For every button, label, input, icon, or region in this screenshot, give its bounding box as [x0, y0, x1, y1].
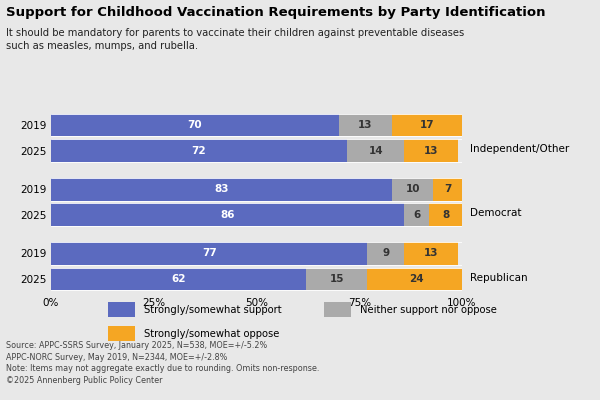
Text: 8: 8 [442, 210, 449, 220]
Bar [392, 114, 462, 136]
Bar [51, 139, 347, 162]
Bar [51, 242, 367, 265]
Text: 86: 86 [220, 210, 235, 220]
Text: Democrat: Democrat [470, 208, 522, 218]
Bar [367, 242, 404, 265]
Text: It should be mandatory for parents to vaccinate their children against preventab: It should be mandatory for parents to va… [6, 28, 464, 51]
Bar [306, 268, 367, 290]
Text: Strongly/somewhat support: Strongly/somewhat support [144, 305, 281, 314]
Bar [51, 204, 404, 226]
Text: Neither support nor oppose: Neither support nor oppose [360, 305, 497, 314]
Text: 17: 17 [420, 120, 434, 130]
Text: 13: 13 [424, 248, 439, 258]
Text: 7: 7 [444, 184, 451, 194]
Text: 9: 9 [382, 248, 389, 258]
Text: 24: 24 [409, 274, 424, 284]
Bar [339, 114, 392, 136]
Text: 15: 15 [329, 274, 344, 284]
Text: 13: 13 [358, 120, 373, 130]
Text: Source: APPC-SSRS Survey, January 2025, N=538, MOE=+/-5.2%
APPC-NORC Survey, May: Source: APPC-SSRS Survey, January 2025, … [6, 341, 319, 385]
Text: 10: 10 [406, 184, 420, 194]
Bar [51, 178, 392, 200]
Text: 77: 77 [202, 248, 217, 258]
Bar [404, 139, 458, 162]
Text: Strongly/somewhat oppose: Strongly/somewhat oppose [144, 329, 280, 338]
Text: Independent/Other: Independent/Other [470, 144, 569, 154]
Text: 14: 14 [368, 146, 383, 156]
Bar [404, 242, 458, 265]
Text: Support for Childhood Vaccination Requirements by Party Identification: Support for Childhood Vaccination Requir… [6, 6, 545, 19]
Text: 83: 83 [214, 184, 229, 194]
Bar [392, 178, 433, 200]
Bar [433, 178, 462, 200]
Bar [51, 268, 306, 290]
Text: Republican: Republican [470, 272, 528, 282]
Text: 72: 72 [191, 146, 206, 156]
Bar [404, 204, 429, 226]
Text: 70: 70 [188, 120, 202, 130]
Text: 62: 62 [171, 274, 185, 284]
Text: 6: 6 [413, 210, 421, 220]
Bar [347, 139, 404, 162]
Bar [51, 114, 339, 136]
Bar [367, 268, 466, 290]
Text: 13: 13 [424, 146, 439, 156]
Bar [429, 204, 462, 226]
